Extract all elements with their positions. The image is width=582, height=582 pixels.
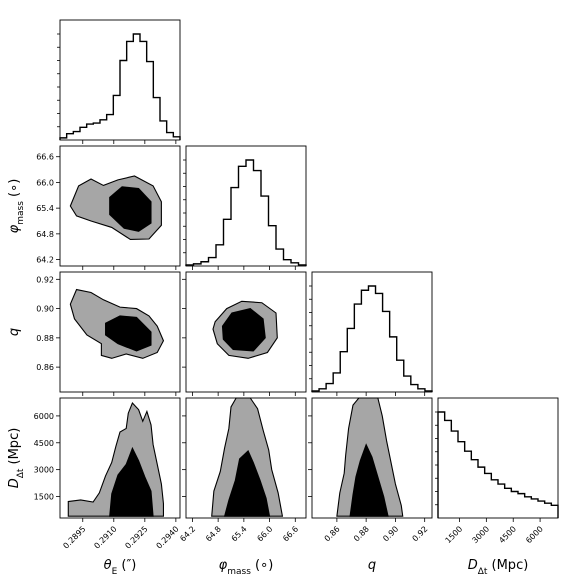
x-tick-label: 4500 <box>497 524 518 545</box>
x-tick-label: 64.8 <box>204 524 223 543</box>
contour-inner-D_vs_thetaE <box>109 446 154 517</box>
y-tick-label: 65.4 <box>36 204 54 213</box>
panel-D-thetaE <box>59 397 181 519</box>
panel-phi-thetaE <box>59 145 181 267</box>
y-axis-label-q: q <box>7 328 22 336</box>
contour-inner-q_vs_phi <box>221 308 266 352</box>
contour-inner-D_vs_q <box>349 443 389 517</box>
panel-D-phi <box>185 397 307 519</box>
x-tick-label: 6000 <box>524 524 545 545</box>
contour-inner-phi_vs_thetaE <box>109 186 152 232</box>
x-tick-label: 0.88 <box>352 524 371 543</box>
x-tick-label: 0.2895 <box>61 524 87 550</box>
x-axis-label-q: q <box>368 558 376 573</box>
x-tick-label: 0.2925 <box>123 524 149 550</box>
y-tick-label: 0.88 <box>36 334 54 343</box>
x-tick-label: 66.6 <box>281 524 300 543</box>
y-tick-label: 0.90 <box>36 305 54 314</box>
panel-phi-phi <box>185 145 307 267</box>
histogram-D <box>437 411 559 518</box>
panel-q-thetaE <box>59 271 181 393</box>
x-axis-label-D: DΔt (Mpc) <box>468 558 529 577</box>
panel-D-D <box>437 397 559 519</box>
x-tick-label: 0.2940 <box>155 524 181 550</box>
y-axis-label-phi: φmass (∘) <box>7 179 26 234</box>
panel-D-q <box>311 397 433 519</box>
histogram-q <box>311 285 433 392</box>
contour-inner-D_vs_phi <box>223 449 271 517</box>
y-tick-label: 0.92 <box>36 275 54 284</box>
x-tick-label: 1500 <box>444 524 465 545</box>
x-tick-label: 64.2 <box>178 524 197 543</box>
x-tick-label: 3000 <box>470 524 491 545</box>
y-axis-label-D: DΔt (Mpc) <box>7 428 26 489</box>
x-tick-label: 0.2910 <box>92 524 118 550</box>
y-tick-label: 4500 <box>34 439 54 448</box>
y-tick-label: 0.86 <box>36 363 54 372</box>
y-tick-label: 6000 <box>34 412 54 421</box>
y-tick-label: 66.0 <box>36 178 54 187</box>
panel-q-q <box>311 271 433 393</box>
x-tick-label: 0.90 <box>381 524 400 543</box>
x-tick-label: 0.92 <box>411 524 430 543</box>
x-axis-label-thetaE: θE (″) <box>104 558 137 577</box>
y-tick-label: 64.2 <box>36 256 54 265</box>
histogram-phi <box>185 159 307 266</box>
panel-q-phi <box>185 271 307 393</box>
x-tick-label: 0.86 <box>323 524 342 543</box>
y-tick-label: 3000 <box>34 466 54 475</box>
contour-inner-q_vs_thetaE <box>105 315 152 352</box>
y-tick-label: 1500 <box>34 493 54 502</box>
y-tick-label: 66.6 <box>36 153 54 162</box>
x-tick-label: 66.0 <box>255 524 274 543</box>
y-tick-label: 64.8 <box>36 230 54 239</box>
panel-thetaE-thetaE <box>59 19 181 141</box>
x-axis-label-phi: φmass (∘) <box>219 558 274 577</box>
x-tick-label: 65.4 <box>230 524 249 543</box>
histogram-thetaE <box>59 33 181 140</box>
